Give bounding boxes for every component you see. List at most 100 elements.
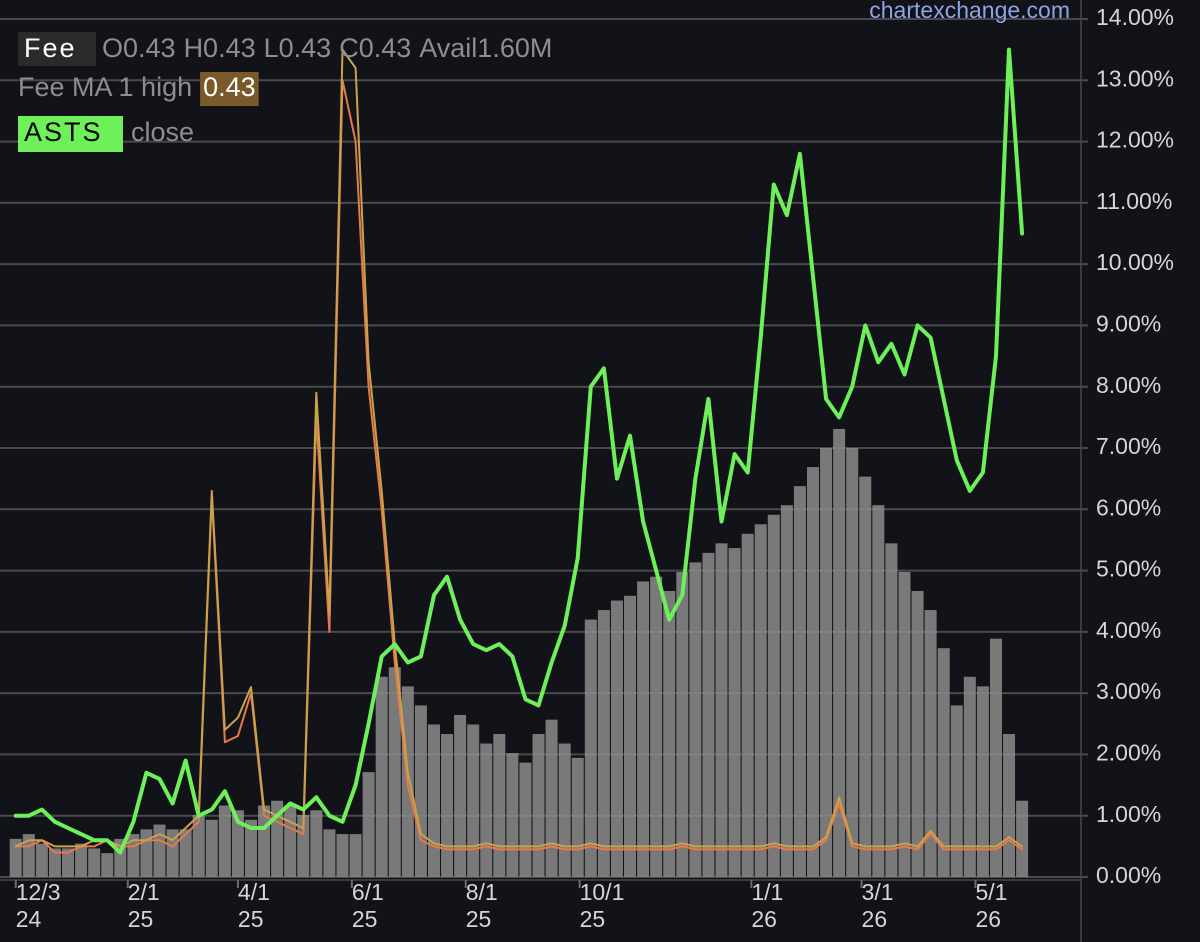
avail-bar: [284, 805, 297, 877]
avail-bar: [1016, 800, 1029, 877]
avail-bar: [898, 571, 911, 877]
avail-bar: [205, 819, 218, 877]
y-tick-label: 8.00%: [1096, 372, 1161, 398]
x-tick-label: 2/1: [128, 879, 160, 905]
avail-bar: [702, 552, 715, 877]
avail-bar: [689, 562, 702, 877]
x-tick-label: 1/1: [751, 879, 783, 905]
readout-item: H0.43: [184, 33, 256, 63]
avail-bar: [754, 524, 767, 877]
avail-bar: [153, 824, 166, 877]
lines: [13, 47, 1025, 855]
avail-bar: [166, 829, 179, 877]
legend-label: Fee MA 1 high: [18, 72, 192, 102]
avail-bar: [571, 757, 584, 877]
avail-bar: [75, 843, 88, 877]
avail-bars: [9, 428, 1029, 877]
x-tick-year: 26: [975, 906, 1001, 932]
avail-bar: [780, 505, 793, 877]
avail-bar: [885, 543, 898, 877]
avail-bar: [728, 548, 741, 877]
x-tick-label: 8/1: [466, 879, 498, 905]
y-tick-label: 7.00%: [1096, 433, 1161, 459]
avail-bar: [519, 762, 532, 877]
y-tick-label: 12.00%: [1096, 127, 1174, 153]
series-line: [14, 48, 1024, 848]
legend-field: close: [131, 117, 194, 147]
watermark: chartexchange.com: [869, 0, 1070, 23]
avail-bar: [924, 610, 937, 877]
legend: Fee O0.43 H0.43 L0.43 C0.43 Avail1.60M Fee M…: [18, 32, 552, 152]
avail-bar: [414, 705, 427, 877]
avail-bar: [493, 734, 506, 877]
series-line: [13, 47, 1025, 855]
grid: [0, 18, 1080, 878]
readout-item: Avail1.60M: [419, 33, 552, 63]
x-tick-label: 4/1: [238, 879, 270, 905]
y-tick-label: 10.00%: [1096, 249, 1174, 275]
avail-bar: [767, 514, 780, 877]
x-tick-year: 25: [352, 906, 378, 932]
avail-bar: [218, 805, 231, 877]
series-line: [14, 79, 1024, 854]
avail-bar: [741, 533, 754, 877]
avail-bar: [833, 428, 846, 877]
readout-item: C0.43: [339, 33, 411, 63]
avail-bar: [532, 734, 545, 877]
avail-bar: [336, 834, 349, 877]
avail-bar: [624, 595, 637, 877]
avail-bar: [793, 486, 806, 877]
avail-bar: [480, 743, 493, 877]
avail-bar: [323, 829, 336, 877]
avail-bar: [310, 810, 323, 877]
avail-bar: [963, 676, 976, 877]
x-tick-label: 10/1: [580, 879, 625, 905]
avail-bar: [637, 581, 650, 877]
avail-bar: [101, 853, 114, 877]
avail-bar: [950, 705, 963, 877]
avail-bar: [989, 638, 1002, 877]
avail-bar: [349, 834, 362, 877]
y-tick-label: 0.00%: [1096, 862, 1161, 888]
avail-bar: [192, 815, 205, 877]
legend-badge: [18, 32, 96, 66]
x-tick-year: 26: [751, 906, 777, 932]
x-tick-label: 5/1: [975, 879, 1007, 905]
x-tick-label: 12/3: [16, 879, 61, 905]
avail-bar: [1003, 734, 1016, 877]
avail-bar: [715, 543, 728, 877]
avail-bar: [558, 743, 571, 877]
avail-bar: [467, 724, 480, 877]
avail-bar: [846, 448, 859, 877]
legend-label: Fee: [24, 33, 77, 63]
avail-bar: [872, 505, 885, 877]
avail-bar: [859, 476, 872, 877]
avail-bar: [937, 648, 950, 877]
x-tick-year: 25: [580, 906, 606, 932]
avail-bar: [441, 734, 454, 877]
y-tick-label: 9.00%: [1096, 311, 1161, 337]
y-tick-label: 5.00%: [1096, 556, 1161, 582]
readout-item: O0.43: [102, 33, 176, 63]
legend-badge: [18, 116, 123, 152]
y-tick-label: 13.00%: [1096, 65, 1174, 91]
avail-bar: [676, 571, 689, 877]
avail-bar: [663, 591, 676, 877]
legend-label: ASTS: [24, 117, 103, 147]
avail-bar: [362, 772, 375, 877]
avail-bar: [9, 838, 22, 877]
x-tick-year: 25: [238, 906, 264, 932]
avail-bar: [427, 724, 440, 877]
legend-readout: 0.43: [203, 72, 256, 102]
legend-readout: O0.43 H0.43 L0.43 C0.43 Avail1.60M: [102, 33, 552, 63]
avail-bar: [297, 815, 310, 877]
x-tick-year: 25: [128, 906, 154, 932]
avail-bar: [454, 714, 467, 877]
y-tick-label: 6.00%: [1096, 494, 1161, 520]
legend-badge: [200, 72, 259, 106]
avail-bar: [48, 848, 61, 877]
x-tick-year: 25: [466, 906, 492, 932]
axes: 0.00% 1.00% 2.00% 3.00% 4.00% 5.00% 6.00% 7.00%…: [14, 4, 1174, 932]
